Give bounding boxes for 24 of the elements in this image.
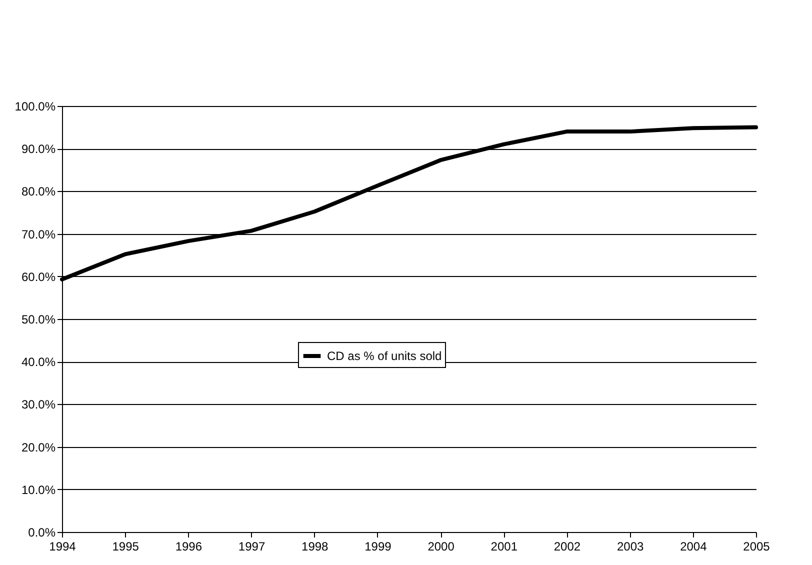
x-tick-label: 1997 xyxy=(238,540,266,554)
x-tick-label: 2004 xyxy=(680,540,708,554)
y-tick-label: 0.0% xyxy=(28,526,56,540)
x-tick-label: 1996 xyxy=(175,540,202,554)
legend-label: CD as % of units sold xyxy=(327,349,442,363)
y-tick-label: 10.0% xyxy=(21,482,56,497)
x-tick-label: 1995 xyxy=(112,540,140,554)
y-tick-label: 90.0% xyxy=(21,142,56,156)
x-tick-label: 1998 xyxy=(302,540,329,554)
y-tick-label: 80.0% xyxy=(21,184,56,199)
y-tick-label: 70.0% xyxy=(21,227,56,242)
y-tick-label: 40.0% xyxy=(21,355,56,370)
x-tick-label: 2000 xyxy=(428,540,455,554)
x-tick-label: 1999 xyxy=(364,540,392,554)
x-tick-label: 2002 xyxy=(554,540,581,554)
x-tick-label: 2005 xyxy=(743,540,770,554)
y-tick-label: 20.0% xyxy=(21,440,56,454)
y-tick-label: 100.0% xyxy=(14,100,56,114)
x-tick-label: 2003 xyxy=(616,540,644,554)
y-tick-label: 60.0% xyxy=(21,270,56,284)
y-tick-label: 30.0% xyxy=(21,398,56,412)
x-tick-label: 1994 xyxy=(49,540,76,554)
y-tick-label: 50.0% xyxy=(21,312,56,326)
x-tick-label: 2001 xyxy=(490,540,518,554)
